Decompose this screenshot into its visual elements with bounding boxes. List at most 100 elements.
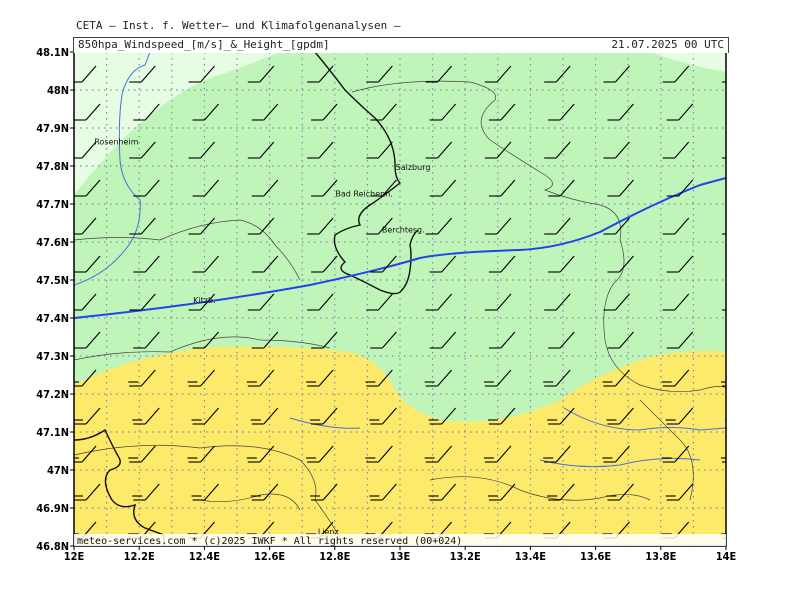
- wind-barb: [128, 445, 156, 463]
- wind-barb: [726, 332, 752, 348]
- wind-barb: [548, 331, 575, 349]
- wind-barb: [721, 457, 726, 463]
- lon-tick-label: 12.4E: [189, 550, 220, 563]
- wind-barb: [188, 65, 215, 83]
- wind-barb: [429, 179, 457, 197]
- wind-barb: [484, 217, 512, 235]
- wind-barb: [369, 483, 397, 501]
- lat-tick-label: 47N: [47, 464, 69, 477]
- wind-barb: [365, 369, 393, 387]
- place-label: Berchtesg.: [382, 226, 425, 235]
- wind-barb: [247, 293, 275, 311]
- lat-tick-label: 47.4N: [36, 312, 69, 325]
- wind-barb: [250, 407, 279, 425]
- wind-barb: [132, 483, 160, 501]
- wind-barb: [129, 141, 156, 159]
- wind-barb: [129, 293, 156, 311]
- wind-barb: [665, 407, 694, 425]
- wind-barb: [726, 180, 752, 196]
- wind-barb: [247, 217, 275, 235]
- wind-barb: [484, 141, 512, 159]
- wind-barb: [187, 369, 215, 387]
- wind-barb: [603, 217, 630, 235]
- lon-tick-label: 13.8E: [645, 550, 676, 563]
- wind-barb: [488, 179, 516, 197]
- wind-barb: [429, 255, 457, 273]
- wind-barb: [307, 217, 334, 235]
- wind-barb: [722, 157, 726, 159]
- wind-barb: [310, 407, 338, 425]
- wind-barb: [606, 483, 634, 501]
- wind-barb: [365, 445, 393, 463]
- lon-tick-label: 12.6E: [254, 550, 285, 563]
- wind-barb: [133, 331, 160, 349]
- height-contour-line: [74, 177, 726, 319]
- valid-timestamp: 21.07.2025 00 UTC: [611, 38, 724, 51]
- lat-tick-label: 47.5N: [36, 274, 69, 287]
- wind-barb: [129, 65, 156, 83]
- wind-barb: [726, 104, 752, 120]
- wind-barb: [370, 331, 397, 349]
- wind-barb: [306, 369, 334, 387]
- wind-barb: [488, 255, 516, 273]
- wind-barb: [366, 65, 393, 83]
- wind-barb: [543, 445, 571, 463]
- wind-barb: [306, 445, 334, 463]
- product-title-bar: 850hpa_Windspeed_[m/s]_&_Height_[gpdm] 2…: [73, 37, 729, 53]
- wind-barb: [488, 331, 516, 349]
- wind-barb: [188, 141, 215, 159]
- wind-barb: [425, 293, 453, 311]
- wind-barb: [311, 103, 338, 121]
- wind-barb: [483, 445, 512, 463]
- lat-lon-grid: [74, 52, 726, 546]
- wind-barb: [607, 179, 634, 197]
- wind-barb: [548, 103, 575, 121]
- wind-barb: [547, 483, 575, 501]
- wind-speed-zone-low-ne: [650, 52, 726, 72]
- national-border: [74, 52, 419, 546]
- wind-barb: [607, 255, 634, 273]
- wind-barb: [188, 293, 215, 311]
- wind-barb: [188, 217, 215, 235]
- lat-tick-label: 47.2N: [36, 388, 69, 401]
- wind-barb: [74, 293, 97, 311]
- wind-barb: [187, 445, 215, 463]
- wind-barb: [725, 495, 726, 497]
- wind-barb: [424, 369, 453, 387]
- wind-barb: [662, 141, 690, 159]
- wind-barb: [722, 81, 726, 83]
- wind-barb: [425, 65, 453, 83]
- wind-barb: [603, 293, 630, 311]
- wind-barb: [310, 483, 338, 501]
- wind-barb: [603, 65, 630, 83]
- wind-barb: [128, 369, 156, 387]
- product-title: 850hpa_Windspeed_[m/s]_&_Height_[gpdm]: [78, 38, 330, 51]
- wind-barb: [251, 331, 279, 349]
- wind-barb: [662, 217, 690, 235]
- wind-barb: [251, 255, 279, 273]
- wind-barb: [192, 255, 219, 273]
- wind-barb: [666, 179, 694, 197]
- place-label: Bad Reichenh.: [335, 189, 392, 198]
- wind-barb: [192, 179, 219, 197]
- wind-barb: [428, 407, 457, 425]
- wind-barb: [307, 141, 334, 159]
- wind-barb: [602, 369, 630, 387]
- wind-barb: [484, 65, 512, 83]
- wind-barb: [370, 179, 397, 197]
- lon-tick-label: 14E: [716, 550, 737, 563]
- wind-barb: [74, 103, 101, 121]
- lat-tick-label: 47.7N: [36, 198, 69, 211]
- wind-barb: [425, 217, 453, 235]
- lon-tick-label: 12.8E: [319, 550, 350, 563]
- wind-barb: [192, 331, 219, 349]
- wind-barb: [666, 103, 694, 121]
- wind-barb: [133, 255, 160, 273]
- wind-barb: [665, 483, 694, 501]
- lat-tick-label: 47.6N: [36, 236, 69, 249]
- wind-barb: [722, 233, 726, 235]
- lon-tick-label: 13.2E: [450, 550, 481, 563]
- wind-barb: [722, 309, 726, 311]
- wind-barb: [429, 331, 457, 349]
